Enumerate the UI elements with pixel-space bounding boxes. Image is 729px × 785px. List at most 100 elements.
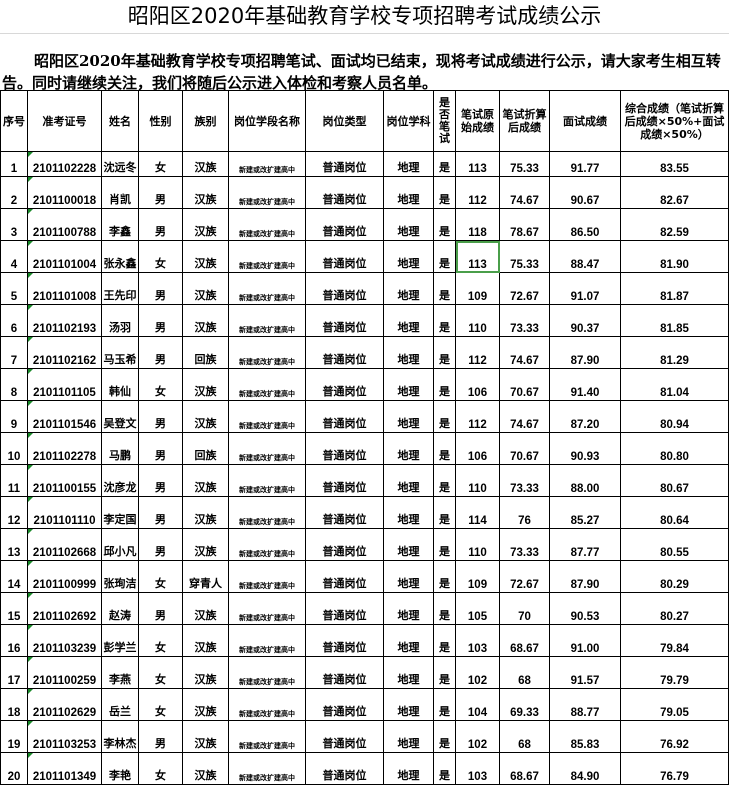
cell-position-type[interactable]: 普通岗位 <box>305 624 384 657</box>
cell-written-raw[interactable]: 113 <box>455 240 500 273</box>
cell-ethnicity[interactable]: 回族 <box>182 336 229 369</box>
cell-subject[interactable]: 地理 <box>383 272 434 305</box>
cell-name[interactable]: 岳兰 <box>101 688 139 721</box>
cell-ethnicity[interactable]: 回族 <box>182 432 229 465</box>
cell-ethnicity[interactable]: 汉族 <box>182 496 229 529</box>
cell-gender[interactable]: 男 <box>138 176 183 209</box>
cell-name[interactable]: 马鹏 <box>101 432 139 465</box>
cell-total[interactable]: 80.29 <box>620 560 729 593</box>
cell-position-type[interactable]: 普通岗位 <box>305 151 384 177</box>
cell-written-raw[interactable]: 118 <box>455 208 500 241</box>
cell-exam-id[interactable]: 2101101008 <box>27 272 102 305</box>
cell-written-converted[interactable]: 68 <box>499 720 550 753</box>
header-seq[interactable]: 序号 <box>0 90 28 152</box>
cell-exam-id[interactable]: 2101102629 <box>27 688 102 721</box>
cell-subject[interactable]: 地理 <box>383 400 434 433</box>
cell-ethnicity[interactable]: 汉族 <box>182 592 229 625</box>
cell-gender[interactable]: 男 <box>138 464 183 497</box>
cell-written-exam[interactable]: 是 <box>433 304 456 337</box>
cell-ethnicity[interactable]: 汉族 <box>182 528 229 561</box>
cell-position-stage[interactable]: 新建或改扩建高中 <box>228 272 306 305</box>
cell-seq[interactable]: 18 <box>0 688 28 721</box>
cell-position-type[interactable]: 普通岗位 <box>305 208 384 241</box>
cell-written-raw[interactable]: 105 <box>455 592 500 625</box>
cell-interview[interactable]: 86.50 <box>549 208 621 241</box>
cell-interview[interactable]: 87.20 <box>549 400 621 433</box>
cell-position-type[interactable]: 普通岗位 <box>305 720 384 753</box>
cell-total[interactable]: 76.92 <box>620 720 729 753</box>
cell-gender[interactable]: 女 <box>138 368 183 401</box>
cell-seq[interactable]: 19 <box>0 720 28 753</box>
header-name[interactable]: 姓名 <box>101 90 139 152</box>
cell-subject[interactable]: 地理 <box>383 688 434 721</box>
cell-position-type[interactable]: 普通岗位 <box>305 528 384 561</box>
header-written-exam[interactable]: 是否笔试 <box>433 90 456 152</box>
cell-interview[interactable]: 85.83 <box>549 720 621 753</box>
cell-exam-id[interactable]: 2101101105 <box>27 368 102 401</box>
cell-gender[interactable]: 男 <box>138 720 183 753</box>
cell-interview[interactable]: 91.00 <box>549 624 621 657</box>
cell-written-converted[interactable]: 68.67 <box>499 624 550 657</box>
cell-exam-id[interactable]: 2101100999 <box>27 560 102 593</box>
cell-interview[interactable]: 88.77 <box>549 688 621 721</box>
cell-position-stage[interactable]: 新建或改扩建高中 <box>228 720 306 753</box>
cell-gender[interactable]: 男 <box>138 432 183 465</box>
cell-total[interactable]: 81.87 <box>620 272 729 305</box>
cell-position-stage[interactable]: 新建或改扩建高中 <box>228 560 306 593</box>
cell-gender[interactable]: 男 <box>138 496 183 529</box>
header-written-raw[interactable]: 笔试原始成绩 <box>455 90 500 152</box>
cell-total[interactable]: 80.94 <box>620 400 729 433</box>
cell-total[interactable]: 79.79 <box>620 656 729 689</box>
cell-seq[interactable]: 16 <box>0 624 28 657</box>
cell-gender[interactable]: 女 <box>138 240 183 273</box>
cell-position-type[interactable]: 普通岗位 <box>305 368 384 401</box>
cell-exam-id[interactable]: 2101101004 <box>27 240 102 273</box>
cell-seq[interactable]: 9 <box>0 400 28 433</box>
cell-seq[interactable]: 11 <box>0 464 28 497</box>
cell-written-raw[interactable]: 106 <box>455 432 500 465</box>
cell-written-raw[interactable]: 112 <box>455 176 500 209</box>
cell-position-stage[interactable]: 新建或改扩建高中 <box>228 592 306 625</box>
cell-subject[interactable]: 地理 <box>383 208 434 241</box>
cell-interview[interactable]: 91.07 <box>549 272 621 305</box>
cell-position-stage[interactable]: 新建或改扩建高中 <box>228 688 306 721</box>
cell-written-raw[interactable]: 103 <box>455 624 500 657</box>
cell-written-exam[interactable]: 是 <box>433 240 456 273</box>
cell-seq[interactable]: 1 <box>0 151 28 177</box>
cell-subject[interactable]: 地理 <box>383 720 434 753</box>
cell-position-type[interactable]: 普通岗位 <box>305 336 384 369</box>
cell-total[interactable]: 80.67 <box>620 464 729 497</box>
cell-interview[interactable]: 85.27 <box>549 496 621 529</box>
cell-name[interactable]: 李鑫 <box>101 208 139 241</box>
cell-written-converted[interactable]: 72.67 <box>499 272 550 305</box>
cell-name[interactable]: 沈彦龙 <box>101 464 139 497</box>
cell-written-exam[interactable]: 是 <box>433 432 456 465</box>
cell-position-stage[interactable]: 新建或改扩建高中 <box>228 656 306 689</box>
cell-name[interactable]: 吴登文 <box>101 400 139 433</box>
cell-interview[interactable]: 90.67 <box>549 176 621 209</box>
cell-gender[interactable]: 男 <box>138 208 183 241</box>
cell-interview[interactable]: 91.77 <box>549 151 621 177</box>
cell-position-stage[interactable]: 新建或改扩建高中 <box>228 368 306 401</box>
cell-seq[interactable]: 6 <box>0 304 28 337</box>
cell-position-stage[interactable]: 新建或改扩建高中 <box>228 624 306 657</box>
cell-position-type[interactable]: 普通岗位 <box>305 176 384 209</box>
cell-interview[interactable]: 87.90 <box>549 336 621 369</box>
cell-written-converted[interactable]: 74.67 <box>499 176 550 209</box>
cell-seq[interactable]: 17 <box>0 656 28 689</box>
cell-ethnicity[interactable]: 汉族 <box>182 151 229 177</box>
cell-written-exam[interactable]: 是 <box>433 208 456 241</box>
cell-position-type[interactable]: 普通岗位 <box>305 432 384 465</box>
cell-seq[interactable]: 12 <box>0 496 28 529</box>
cell-written-raw[interactable]: 104 <box>455 688 500 721</box>
cell-ethnicity[interactable]: 汉族 <box>182 656 229 689</box>
cell-written-raw[interactable]: 102 <box>455 720 500 753</box>
cell-total[interactable]: 80.55 <box>620 528 729 561</box>
cell-interview[interactable]: 90.53 <box>549 592 621 625</box>
cell-written-raw[interactable]: 110 <box>455 464 500 497</box>
cell-written-exam[interactable]: 是 <box>433 656 456 689</box>
cell-exam-id[interactable]: 2101100259 <box>27 656 102 689</box>
cell-exam-id[interactable]: 2101100018 <box>27 176 102 209</box>
cell-position-stage[interactable]: 新建或改扩建高中 <box>228 432 306 465</box>
cell-name[interactable]: 王先印 <box>101 272 139 305</box>
